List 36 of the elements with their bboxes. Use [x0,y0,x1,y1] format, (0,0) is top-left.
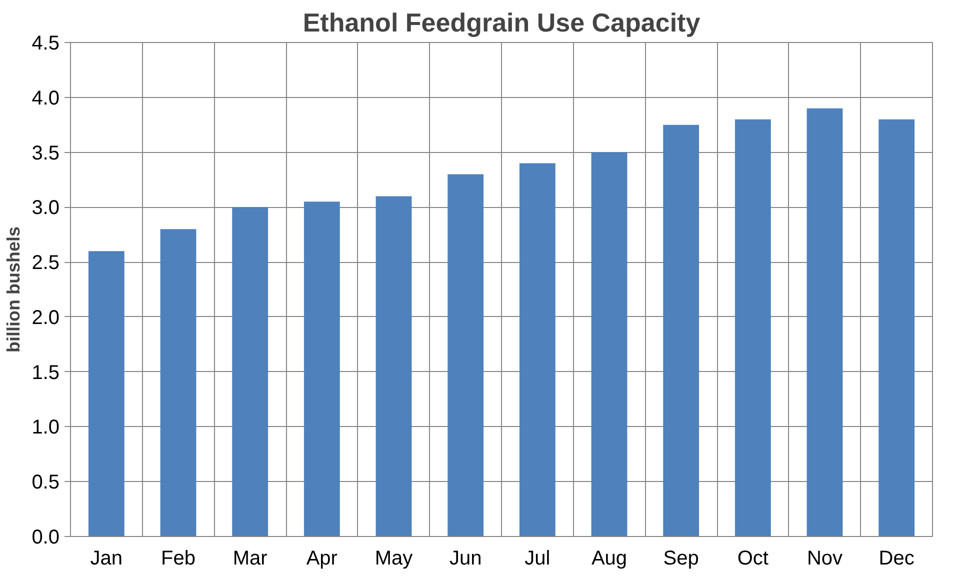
y-tick-label: 2.0 [32,306,60,329]
y-tick-label: 0.0 [32,526,60,548]
x-tick-label: Apr [306,548,338,570]
bar [663,124,700,536]
bar [591,152,628,536]
x-tick-label: Jan [90,548,123,570]
x-tick-label: Dec [878,548,914,570]
x-tick-label: Nov [806,548,843,570]
bar [232,207,268,536]
x-tick-label: Sep [663,548,699,570]
bar [160,229,196,536]
y-axis-title: billion bushels [4,226,24,353]
x-tick-label: May [374,548,413,570]
y-tick-label: 3.0 [32,197,60,220]
bar [304,202,340,536]
y-tick-label: 4.5 [32,32,60,54]
x-tick-label: Jul [524,548,550,570]
bar [88,251,124,536]
y-tick-label: 2.5 [32,252,60,274]
bar [376,196,412,536]
y-tick-label: 4.0 [32,87,60,110]
x-tick-label: Aug [591,548,628,570]
y-tick-label: 3.5 [32,142,60,164]
chart-title: Ethanol Feedgrain Use Capacity [302,8,701,38]
bar [806,108,843,536]
bar [519,163,556,536]
y-tick-label: 1.5 [32,362,60,384]
bar [734,119,771,536]
x-tick-label: Jun [449,548,482,570]
bar [448,174,484,536]
x-tick-label: Feb [161,548,196,570]
x-tick-label: Mar [232,548,268,570]
x-tick-label: Oct [737,548,769,570]
bar [878,119,915,536]
y-tick-label: 1.0 [32,416,60,439]
y-tick-label: 0.5 [32,472,60,494]
